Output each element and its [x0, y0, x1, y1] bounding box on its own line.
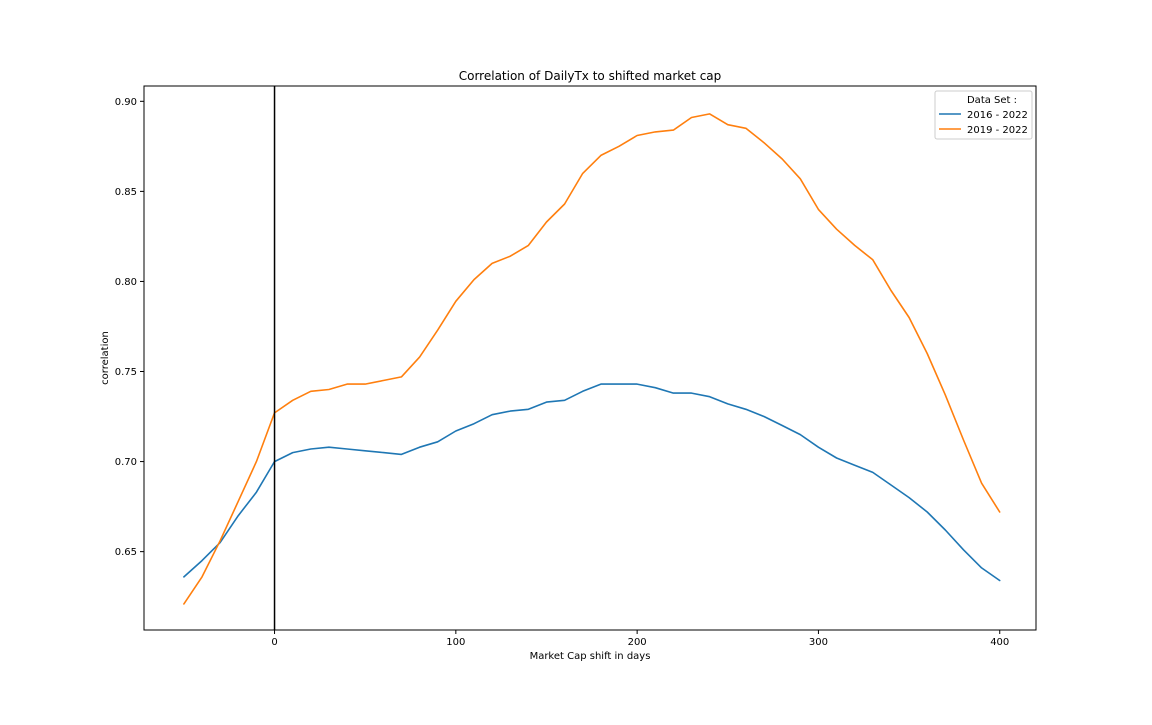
- legend-title: Data Set :: [967, 95, 1017, 106]
- y-axis-ticks: 0.65 0.70 0.75 0.80 0.85 0.90: [115, 97, 144, 558]
- x-tick-label: 400: [990, 637, 1009, 648]
- y-tick-label: 0.80: [115, 277, 137, 288]
- legend-box: [934, 90, 1033, 140]
- series-layer: [183, 113, 1001, 605]
- y-tick-label: 0.75: [115, 367, 137, 378]
- series-line-2019-2022: [183, 113, 1001, 605]
- chart-title: Correlation of DailyTx to shifted market…: [459, 69, 722, 83]
- x-tick-label: 300: [809, 637, 828, 648]
- y-axis-title: correlation: [100, 331, 111, 385]
- y-tick-label: 0.85: [115, 187, 137, 198]
- legend: Data Set : 2016 - 2022 2019 - 2022: [934, 90, 1033, 140]
- legend-label-2016-2022: 2016 - 2022: [967, 110, 1028, 121]
- y-tick-label: 0.90: [115, 97, 137, 108]
- plot-area: [144, 86, 1036, 630]
- y-tick-label: 0.70: [115, 457, 137, 468]
- x-tick-label: 100: [446, 637, 465, 648]
- x-axis-ticks: 0 100 200 300 400: [271, 630, 1009, 648]
- x-tick-label: 200: [628, 637, 647, 648]
- y-tick-label: 0.65: [115, 547, 137, 558]
- series-line-2016-2022: [183, 383, 1001, 582]
- x-axis-title: Market Cap shift in days: [530, 651, 651, 662]
- legend-label-2019-2022: 2019 - 2022: [967, 125, 1028, 136]
- plot-frame: [143, 85, 1037, 631]
- x-tick-label: 0: [271, 637, 277, 648]
